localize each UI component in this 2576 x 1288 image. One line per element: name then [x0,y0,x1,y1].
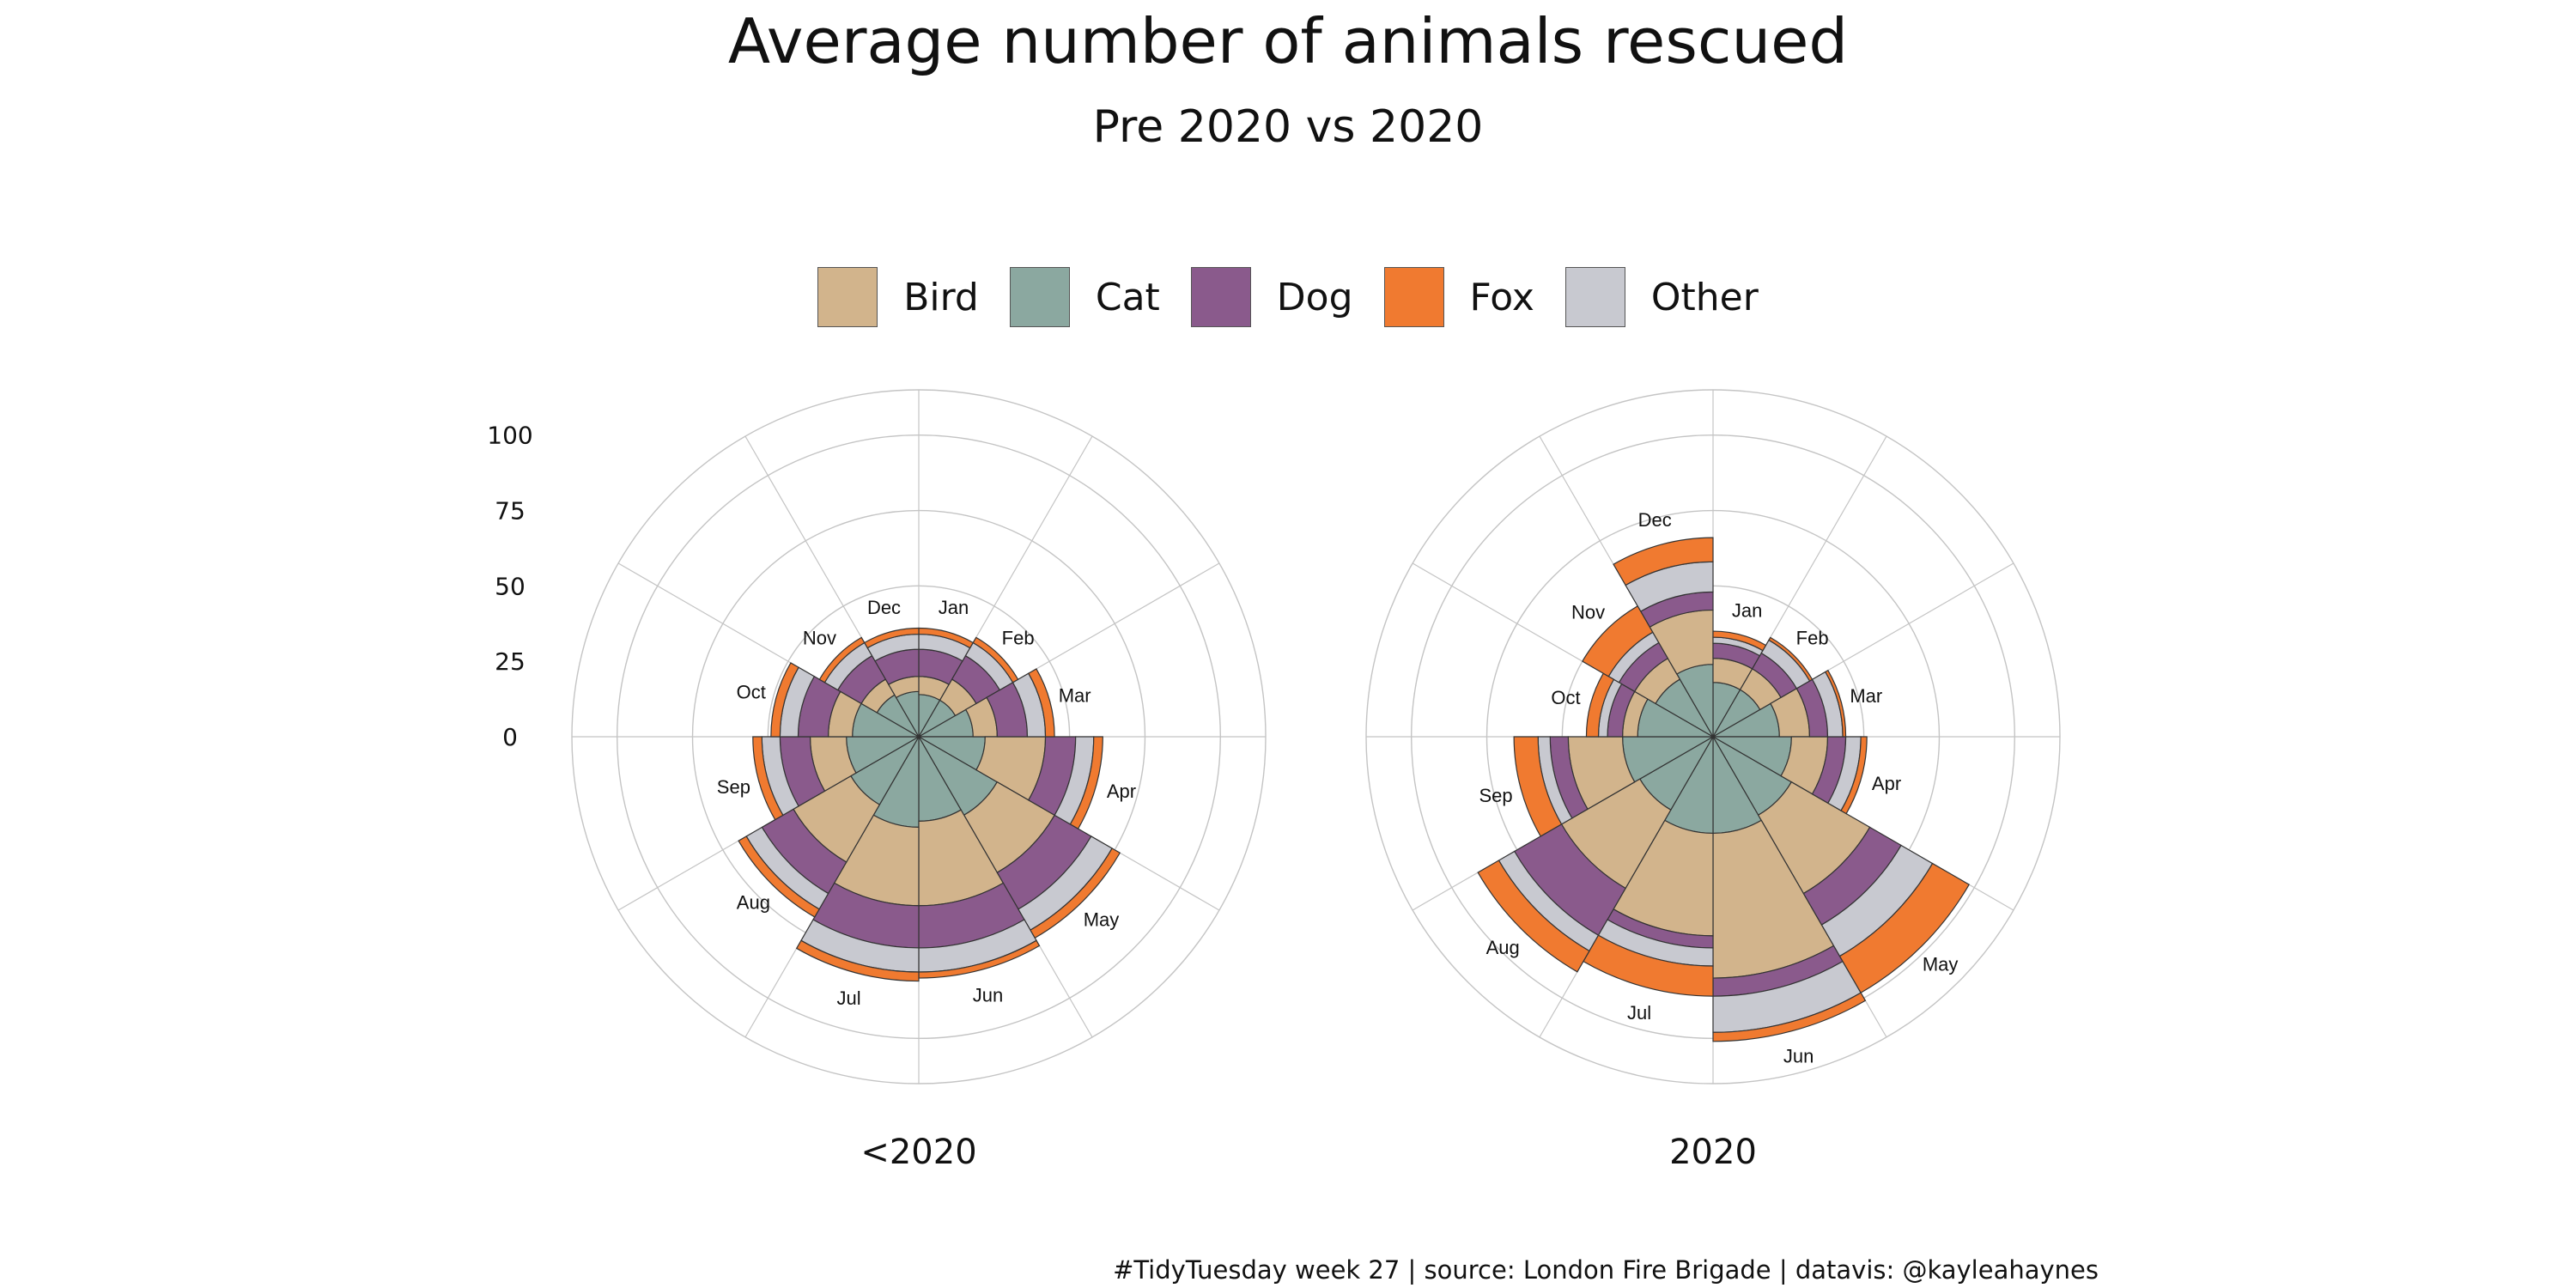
bar-fox-feb [1768,636,1814,682]
bar-fox-sep [1513,736,1563,837]
bar-fox-jul [795,939,920,982]
bar-fox-may [1030,848,1121,939]
month-label: Aug [1486,937,1520,958]
bar-fox-apr [1069,736,1103,829]
legend-label: Cat [1095,275,1160,319]
panel-label: <2020 [860,1133,976,1172]
month-label: Feb [1796,627,1829,648]
radial-tick-label: 100 [487,422,532,450]
legend-item-cat: Cat [1009,267,1160,327]
month-label: Jan [939,597,969,618]
legend-item-bird: Bird [817,267,979,327]
legend-item-dog: Dog [1190,267,1353,327]
legend: Bird Cat Dog Fox Other [0,264,2576,330]
caption: #TidyTuesday week 27 | source: London Fi… [1113,1255,2099,1285]
month-label: May [1084,908,1120,930]
month-label: Sep [717,776,750,798]
legend-label: Bird [903,275,979,319]
month-label: Oct [1551,687,1580,708]
month-label: Mar [1059,684,1091,706]
bar-fox-nov [818,636,866,683]
bar-fox-aug [738,835,820,918]
panel-label: 2020 [1669,1133,1757,1172]
polar-panel-1: Jan Feb Mar Apr May Jun Jul Aug Sep Oct Nov Dec <202… [571,389,1267,1172]
radial-axis: 0 25 50 75 100 [487,422,532,751]
bars [1477,537,1970,1042]
month-label: Jun [1783,1046,1814,1067]
bar-fox-apr [1840,736,1868,815]
legend-item-other: Other [1564,267,1759,327]
month-label: Nov [803,627,836,648]
legend-item-fox: Fox [1383,267,1534,327]
month-label: Jul [1627,1002,1651,1024]
month-label: Sep [1479,785,1512,806]
bar-fox-feb [972,636,1019,683]
month-label: Jan [1732,599,1762,621]
radial-tick-label: 0 [502,723,518,751]
month-label: Oct [737,682,766,703]
bar-fox-oct [770,662,799,738]
month-label: Jul [837,987,861,1009]
month-label: May [1923,954,1959,975]
month-label: Nov [1571,602,1605,623]
polar-panel-2: Jan Feb Mar Apr May Jun Jul Aug Sep Oct Nov Dec 2020 [1365,389,2061,1172]
bar-fox-dec [1613,537,1714,586]
bar-fox-jun [1712,992,1867,1042]
bar-fox-mar [1825,669,1847,738]
month-label: Dec [1638,509,1672,531]
chart-subtitle: Pre 2020 vs 2020 [1092,101,1484,153]
bars [738,627,1121,982]
radial-tick-label: 50 [495,572,526,600]
bar-fox-sep [752,736,784,821]
legend-swatch [1190,267,1251,327]
month-label: Mar [1850,685,1882,707]
month-label: Jun [973,984,1003,1005]
legend-swatch [1009,267,1070,327]
month-label: Apr [1107,781,1136,802]
month-label: Dec [867,597,901,618]
legend-label: Dog [1276,275,1353,319]
chart-title: Average number of animals rescued [727,5,1849,77]
legend-swatch [817,267,878,327]
legend-swatch [1383,267,1444,327]
radial-tick-label: 25 [495,647,526,676]
bar-fox-dec [863,627,920,649]
legend-label: Fox [1469,275,1534,319]
month-label: Apr [1872,773,1901,794]
bar-fox-jan [1712,630,1767,652]
legend-swatch [1564,267,1625,327]
radial-tick-label: 75 [495,497,526,526]
month-label: Feb [1002,627,1035,648]
bar-fox-nov [1582,605,1654,677]
month-label: Aug [737,892,770,914]
bar-fox-mar [1027,668,1055,738]
legend-label: Other [1650,275,1759,319]
bar-fox-aug [1477,860,1590,973]
